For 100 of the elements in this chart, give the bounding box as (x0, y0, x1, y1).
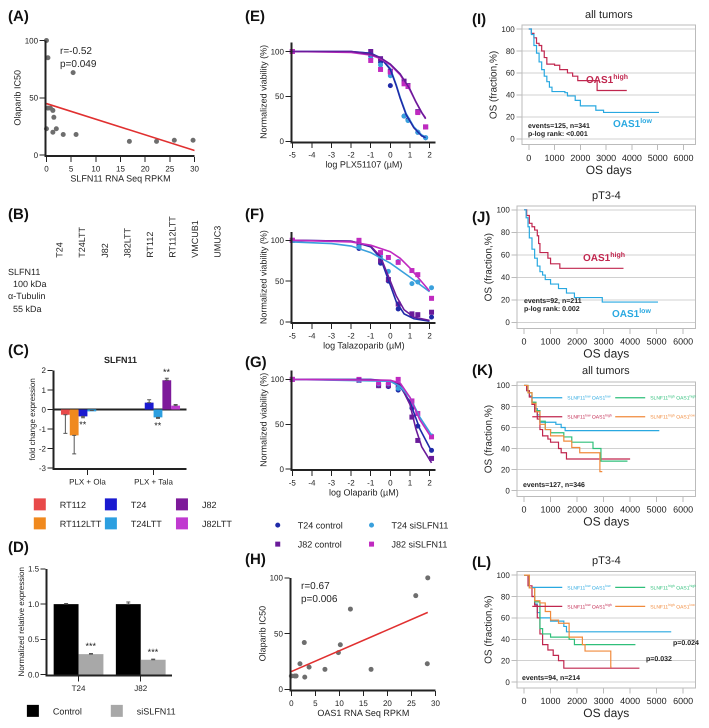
y-tick-label: 50 (274, 629, 284, 638)
x-tick-label: -3 (328, 150, 336, 160)
series-label: OAS1$^{high}$ (583, 251, 626, 264)
y-tick-label: 0 (279, 137, 284, 146)
x-tick-label: -5 (288, 150, 296, 160)
annotation: r=-0.52 p=0.049 (60, 46, 97, 70)
y-tick-label: 100 (24, 36, 39, 46)
chart-title: (C) (8, 342, 29, 359)
x-tick-label: 20 (382, 698, 392, 708)
x-tick-label: 0 (526, 153, 532, 164)
text: SLFN11 (8, 267, 40, 277)
y-axis-title: Normalized viability (%) (258, 44, 268, 139)
x-tick-label: -2 (348, 331, 356, 340)
y-axis-title: Normalized relative expression (17, 567, 26, 676)
legend-label: J82 siSLFN11 (392, 540, 448, 550)
x-tick-label: 2000 (567, 504, 588, 515)
y-tick-label: 50 (275, 276, 284, 286)
y-axis-title: Normalized viability (%) (258, 230, 268, 324)
y-tick-label: 60 (506, 68, 516, 78)
legend-label: RT112LTT (60, 518, 102, 529)
y-tick-label: 1.0 (28, 600, 40, 609)
y-tick-label: 50 (29, 94, 39, 103)
x-tick-label: -3 (328, 478, 336, 488)
x-tick-label: 6000 (673, 504, 694, 515)
y-tick-label: 100 (496, 570, 510, 580)
y-tick-label: 0.0 (28, 670, 40, 680)
category-label: J82 (100, 243, 110, 258)
x-tick-label: 15 (358, 698, 368, 708)
x-tick-label: 5000 (646, 696, 667, 706)
text: (B) (8, 206, 29, 223)
x-tick-label: 20 (140, 164, 150, 174)
y-tick-label: 0 (505, 678, 510, 687)
x-tick-label: -4 (308, 331, 316, 340)
data-label: ** (79, 419, 87, 430)
y-axis-title: Normalized viability (%) (258, 372, 268, 467)
y-axis-title: OS (fraction,%) (488, 50, 500, 120)
x-tick-label: PLX + Ola (69, 478, 106, 487)
y-tick-label: 50 (275, 92, 284, 102)
chart-title: (F) (245, 206, 264, 223)
x-axis-title: SLFN11 RNA Seq RPKM (70, 173, 171, 184)
y-tick-label: -3 (38, 464, 47, 473)
x-tick-label: 10 (91, 164, 101, 174)
x-tick-label: 30 (190, 164, 200, 174)
chart-title: (D) (8, 539, 29, 556)
y-tick-label: 80 (500, 228, 510, 238)
y-tick-label: 40 (500, 444, 510, 454)
y-tick-label: 20 (506, 112, 516, 122)
x-axis-title: OS days (586, 163, 632, 178)
x-tick-label: 1 (408, 331, 413, 340)
x-tick-label: 5000 (648, 153, 668, 164)
annotation: r=0.67 p=0.006 (301, 581, 338, 605)
x-tick-label: 2000 (570, 153, 590, 164)
x-tick-label: -5 (288, 478, 296, 488)
y-axis-title: OS (fraction,%) (483, 595, 494, 664)
y-tick-label: 80 (500, 402, 510, 412)
y-tick-label: 0 (279, 318, 284, 327)
chart-title: (I) (472, 11, 486, 28)
y-tick-label: 100 (496, 381, 510, 390)
x-tick-label: 1 (408, 478, 413, 488)
x-tick-label: -5 (288, 331, 296, 340)
x-tick-label: 0 (388, 478, 394, 488)
x-tick-label: 3000 (594, 504, 614, 515)
x-tick-label: 0 (522, 696, 527, 706)
x-tick-label: 6000 (673, 696, 694, 706)
y-tick-label: 20 (500, 296, 510, 305)
text: 100 kDa (13, 279, 47, 289)
y-axis-title: OS (fraction,%) (483, 404, 494, 474)
y-tick-label: 0 (505, 318, 510, 328)
y-tick-label: 100 (270, 574, 284, 583)
y-axis-title: Olaparib IC50 (12, 70, 23, 126)
x-tick-label: 5 (313, 698, 318, 708)
y-tick-label: 50 (275, 420, 284, 430)
x-axis-title: log Talazoparib (µM) (323, 340, 405, 350)
x-tick-label: 3000 (594, 696, 614, 706)
y-axis-title: fold change expression (28, 378, 38, 460)
x-tick-label: 10 (334, 698, 344, 708)
x-tick-label: 4000 (620, 696, 640, 706)
category-label: RT112 (144, 232, 155, 258)
x-tick-label: 4000 (620, 336, 640, 347)
x-tick-label: 2000 (567, 336, 588, 347)
x-tick-label: -4 (308, 150, 316, 160)
legend-label: J82LTT (202, 518, 232, 529)
chart-title: (E) (245, 8, 265, 25)
x-tick-label: 30 (431, 698, 440, 708)
legend-label: RT112 (60, 500, 86, 510)
x-tick-label: 5 (68, 164, 74, 174)
y-tick-label: -1 (38, 424, 47, 434)
x-axis-title: OS days (583, 514, 630, 529)
y-axis-title: OS (fraction,%) (483, 233, 494, 302)
text: 55 kDa (13, 304, 42, 314)
chart-title: (K) (472, 362, 493, 379)
legend-label: T24 control (298, 520, 343, 531)
x-tick-label: 2 (427, 478, 432, 488)
y-tick-label: -2 (38, 444, 47, 454)
chart-subtitle: SLFN11 (104, 355, 138, 365)
x-tick-label: 6000 (673, 336, 694, 347)
x-tick-label: 0 (388, 331, 394, 340)
y-tick-label: 2 (42, 366, 47, 376)
x-tick-label: 25 (406, 698, 416, 708)
category-label: VMCUB1 (190, 220, 200, 258)
